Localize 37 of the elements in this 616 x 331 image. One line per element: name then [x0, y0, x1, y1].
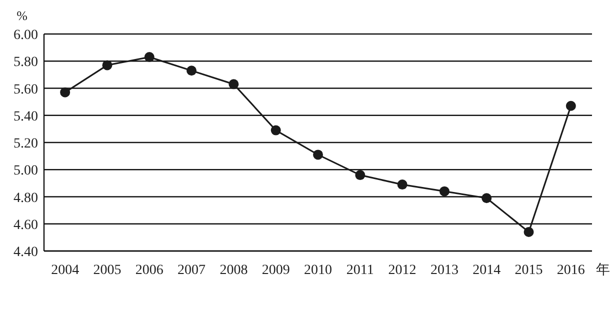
x-tick-label: 2009: [262, 263, 290, 278]
x-axis-title: 年: [596, 262, 610, 278]
x-tick-label: 2013: [430, 263, 458, 278]
point: [439, 186, 450, 196]
point: [566, 100, 576, 111]
point: [397, 180, 408, 190]
x-tick-label: 2010: [304, 263, 332, 278]
point: [144, 52, 154, 62]
y-tick-label: 5.60: [14, 82, 38, 98]
point: [524, 227, 534, 238]
x-tick-label: 2007: [178, 263, 206, 278]
point: [482, 193, 492, 204]
x-tick-label: 2014: [472, 263, 501, 278]
y-tick-label: 5.80: [14, 55, 38, 70]
y-tick-label: 6.00: [14, 28, 38, 43]
x-tick-label: 2012: [388, 263, 416, 278]
point: [313, 150, 323, 160]
x-tick-label: 2006: [135, 263, 164, 278]
y-tick-label: 5.20: [14, 136, 38, 152]
x-tick-label: 2015: [514, 263, 543, 278]
y-tick-label: 4.80: [14, 190, 38, 206]
x-tick-label: 2004: [51, 263, 80, 278]
point: [355, 170, 366, 180]
y-tick-label: 4.40: [14, 245, 38, 260]
point: [186, 66, 197, 76]
x-tick-label: 2011: [346, 263, 374, 278]
y-axis-title: %: [16, 8, 28, 23]
x-tick-label: 2005: [93, 263, 122, 278]
x-tick-label: 2008: [220, 263, 248, 278]
y-tick-label: 4.60: [14, 218, 38, 233]
y-tick-label: 5.40: [14, 109, 38, 124]
point: [60, 87, 70, 98]
point: [228, 79, 239, 90]
y-tick-label: 5.00: [14, 164, 38, 179]
point: [102, 60, 112, 70]
x-tick-label: 2016: [556, 263, 585, 278]
point: [270, 125, 281, 136]
